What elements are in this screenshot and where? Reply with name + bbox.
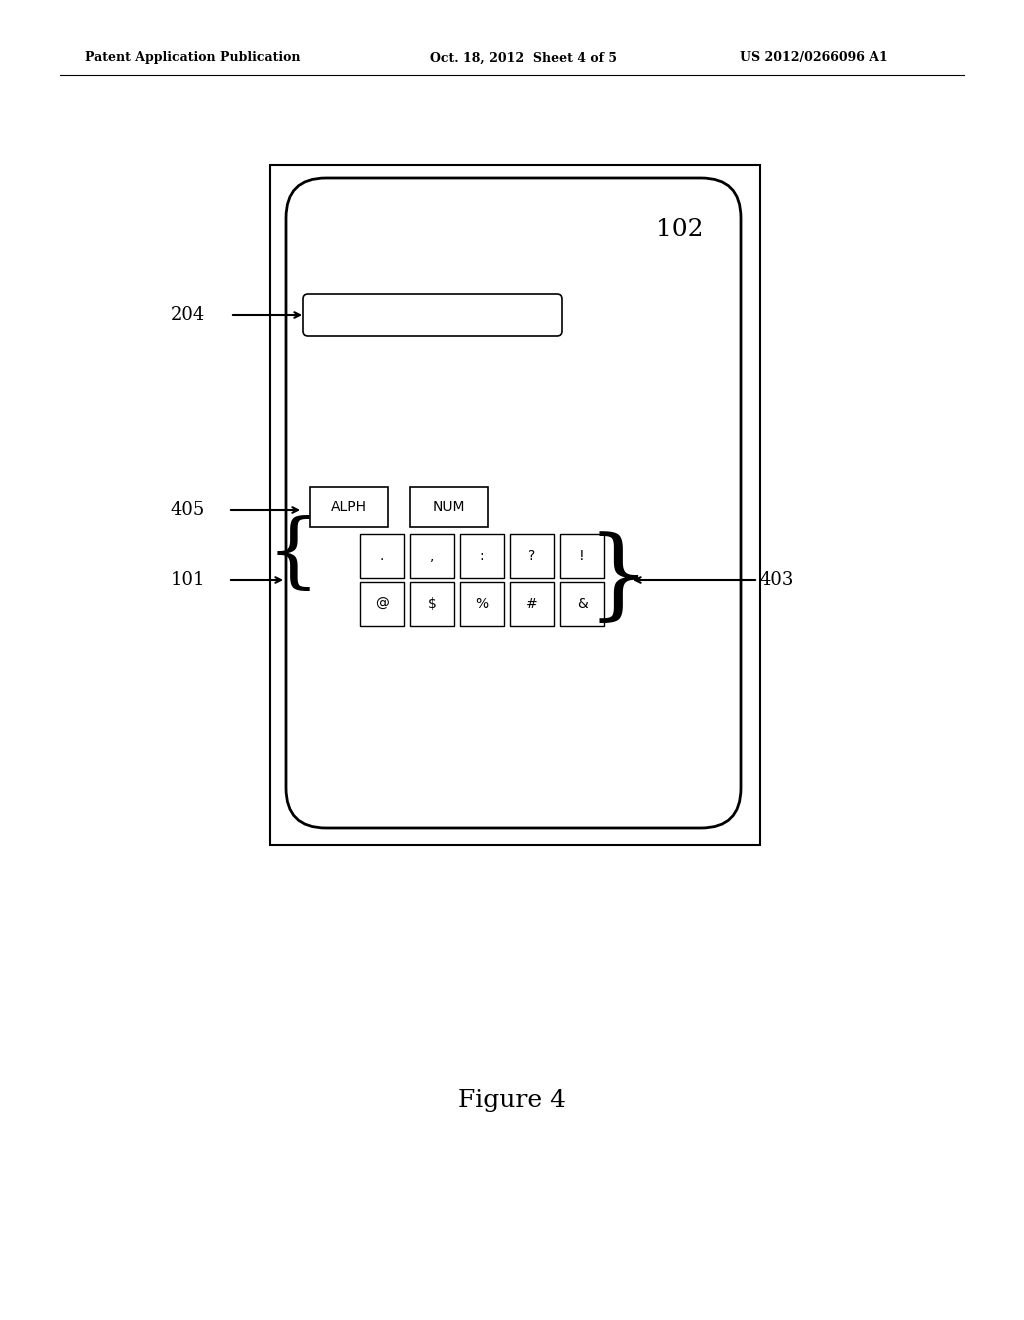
Text: %: % xyxy=(475,597,488,611)
Text: 102: 102 xyxy=(656,219,703,242)
Bar xyxy=(360,535,404,578)
Text: Patent Application Publication: Patent Application Publication xyxy=(85,51,300,65)
Bar xyxy=(310,487,388,527)
Text: ?: ? xyxy=(528,549,536,564)
Text: &: & xyxy=(577,597,588,611)
Bar xyxy=(510,535,554,578)
Text: :: : xyxy=(479,549,484,564)
Text: {: { xyxy=(266,515,319,595)
Text: ALPH: ALPH xyxy=(331,500,367,513)
Text: US 2012/0266096 A1: US 2012/0266096 A1 xyxy=(740,51,888,65)
Text: Figure 4: Figure 4 xyxy=(458,1089,566,1111)
Text: #: # xyxy=(526,597,538,611)
Text: }: } xyxy=(586,532,650,628)
Bar xyxy=(460,535,504,578)
Text: ,: , xyxy=(430,549,434,564)
Text: $: $ xyxy=(428,597,436,611)
Bar xyxy=(510,582,554,626)
Text: 405: 405 xyxy=(171,502,205,519)
Text: @: @ xyxy=(375,597,389,611)
Bar xyxy=(460,582,504,626)
FancyBboxPatch shape xyxy=(303,294,562,337)
Bar xyxy=(410,582,454,626)
Bar xyxy=(560,582,604,626)
Text: 403: 403 xyxy=(760,572,795,589)
Bar xyxy=(270,165,760,845)
Text: NUM: NUM xyxy=(433,500,465,513)
Bar xyxy=(560,535,604,578)
Bar xyxy=(410,487,488,527)
Text: 204: 204 xyxy=(171,306,205,323)
Text: Oct. 18, 2012  Sheet 4 of 5: Oct. 18, 2012 Sheet 4 of 5 xyxy=(430,51,617,65)
FancyBboxPatch shape xyxy=(286,178,741,828)
Bar xyxy=(360,582,404,626)
Bar xyxy=(410,535,454,578)
Text: 101: 101 xyxy=(171,572,205,589)
Text: .: . xyxy=(380,549,384,564)
Text: !: ! xyxy=(580,549,585,564)
